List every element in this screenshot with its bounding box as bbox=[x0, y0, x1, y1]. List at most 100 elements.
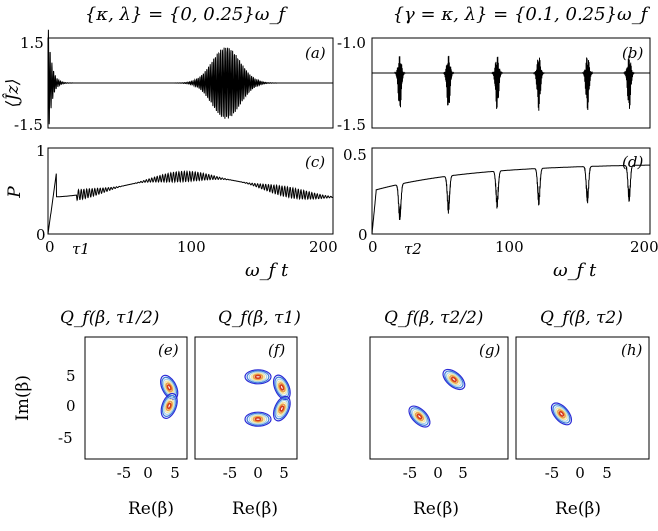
panel-e-frame bbox=[84, 336, 188, 460]
tick-c-bot: 0 bbox=[36, 226, 46, 244]
lobe-f-3-contour-0 bbox=[244, 411, 272, 427]
tag-c: (c) bbox=[305, 153, 325, 171]
tick-h-x0: 0 bbox=[575, 464, 585, 482]
tick-d-x0: 0 bbox=[368, 238, 378, 256]
ylabel-p: P bbox=[5, 186, 25, 199]
lobe-f-0-contour-2 bbox=[248, 371, 268, 383]
lobe-e-1-contour-5 bbox=[166, 402, 172, 410]
lobe-g-0-contour-4 bbox=[449, 375, 459, 384]
ylabel-im: Im(β) bbox=[13, 375, 33, 421]
xlabel-time-right: ω_f t bbox=[553, 260, 597, 281]
tag-f: (f) bbox=[268, 341, 285, 359]
q-title-e: Q_f(β, τ1/2) bbox=[60, 308, 159, 328]
lobe-g-0-contour-0 bbox=[442, 368, 466, 391]
tag-b: (b) bbox=[622, 44, 643, 62]
lobe-f-2-contour-2 bbox=[275, 399, 289, 418]
tick-e-xm5: -5 bbox=[117, 464, 132, 482]
lobe-f-0-contour-4 bbox=[252, 373, 264, 381]
lobe-f-3-contour-1 bbox=[246, 412, 270, 426]
lobe-f-3-contour-3 bbox=[250, 415, 266, 424]
panel-h-frame bbox=[515, 336, 650, 460]
series-b-line bbox=[372, 55, 650, 111]
lobe-e-1-contour-1 bbox=[161, 394, 177, 417]
tick-g-xm5: -5 bbox=[403, 464, 418, 482]
lobe-g-0-contour-2 bbox=[445, 372, 462, 387]
tick-d-top: 0.5 bbox=[343, 146, 367, 164]
lobe-g-1-contour-4 bbox=[414, 411, 425, 422]
tick-c-x1: τ1 bbox=[72, 240, 90, 258]
panel-d-frame bbox=[371, 147, 651, 235]
lobe-f-1-contour-5 bbox=[279, 384, 285, 391]
lobe-f-2-contour-1 bbox=[274, 397, 290, 420]
lobe-f-3-contour-5 bbox=[254, 417, 262, 422]
xlabel-re-h: Re(β) bbox=[555, 499, 601, 519]
panel-c-frame bbox=[47, 147, 334, 235]
lobe-f-1-contour-3 bbox=[276, 380, 287, 395]
q-title-f: Q_f(β, τ1) bbox=[218, 308, 301, 328]
xlabel-re-g: Re(β) bbox=[413, 499, 459, 519]
lobe-f-0-contour-5 bbox=[254, 374, 262, 379]
q-title-h: Q_f(β, τ2) bbox=[540, 308, 623, 328]
lobe-h-0-contour-4 bbox=[557, 409, 566, 419]
tick-c-x2: 100 bbox=[177, 238, 206, 256]
tick-d-x2: 100 bbox=[495, 238, 524, 256]
xlabel-re-e: Re(β) bbox=[128, 499, 174, 519]
lobe-h-0-contour-3 bbox=[555, 407, 568, 421]
lobe-f-0-contour-0 bbox=[244, 369, 272, 385]
tick-e-ym5: -5 bbox=[58, 429, 73, 447]
tag-a: (a) bbox=[305, 44, 326, 62]
tick-a-bot: -1.5 bbox=[14, 116, 43, 134]
tick-d-bot: 0 bbox=[358, 226, 368, 244]
lobe-f-1-contour-1 bbox=[274, 376, 290, 399]
lobe-g-1-contour-2 bbox=[411, 408, 428, 425]
lobe-g-0-contour-1 bbox=[444, 370, 464, 389]
tick-c-x3: 200 bbox=[309, 238, 338, 256]
tick-f-x0: 0 bbox=[253, 464, 263, 482]
tick-d-x1: τ2 bbox=[404, 240, 422, 258]
tick-c-top: 1 bbox=[36, 142, 46, 160]
lobe-h-0-contour-2 bbox=[554, 405, 569, 422]
tag-d: (d) bbox=[622, 153, 643, 171]
title-right: {γ = κ, λ} = {0.1, 0.25}ω_f bbox=[393, 4, 651, 25]
lobe-f-2-contour-4 bbox=[278, 403, 286, 414]
xlabel-re-f: Re(β) bbox=[232, 499, 278, 519]
series-d-line bbox=[371, 164, 650, 235]
tick-b-top: -1.0 bbox=[337, 34, 366, 52]
lobe-f-2-contour-3 bbox=[276, 401, 287, 416]
lobe-g-1-contour-0 bbox=[408, 405, 431, 428]
q-title-g: Q_f(β, τ2/2) bbox=[384, 308, 483, 328]
lobe-g-1-contour-1 bbox=[410, 407, 429, 426]
lobe-e-0-contour-5 bbox=[166, 384, 172, 391]
tag-e: (e) bbox=[158, 341, 179, 359]
tick-h-xm5: -5 bbox=[545, 464, 560, 482]
lobe-f-2-contour-0 bbox=[272, 395, 291, 422]
lobe-g-1-contour-3 bbox=[413, 410, 426, 423]
lobe-e-1-contour-2 bbox=[163, 396, 176, 415]
lobe-f-1-contour-4 bbox=[278, 382, 286, 393]
lobe-e-0-contour-4 bbox=[165, 382, 174, 393]
lobe-e-1-contour-3 bbox=[164, 398, 174, 414]
tick-h-x5: 5 bbox=[602, 464, 612, 482]
tick-e-x5: 5 bbox=[170, 464, 180, 482]
panel-f-frame bbox=[194, 336, 298, 460]
series-a-line bbox=[47, 29, 333, 125]
lobe-f-2-contour-5 bbox=[279, 405, 285, 412]
tick-e-y0: 0 bbox=[66, 397, 76, 415]
lobe-h-0-contour-1 bbox=[552, 404, 571, 424]
lobe-f-3-contour-2 bbox=[248, 413, 268, 425]
lobe-f-3-contour-4 bbox=[252, 415, 264, 423]
panel-g-frame bbox=[369, 336, 509, 460]
tick-g-x5: 5 bbox=[458, 464, 468, 482]
tick-a-top: 1.5 bbox=[20, 34, 44, 52]
tick-f-xm5: -5 bbox=[223, 464, 238, 482]
tick-d-x3: 200 bbox=[630, 238, 658, 256]
tick-e-x0: 0 bbox=[143, 464, 153, 482]
tick-b-bot: -1.5 bbox=[337, 116, 366, 134]
ylabel-jz: ⟨Ĵz⟩ bbox=[3, 78, 23, 107]
tick-c-x0: 0 bbox=[45, 238, 55, 256]
lobe-e-1-contour-0 bbox=[160, 392, 178, 419]
lobe-f-1-contour-2 bbox=[275, 378, 289, 397]
tick-f-x5: 5 bbox=[279, 464, 289, 482]
tick-g-x0: 0 bbox=[433, 464, 443, 482]
